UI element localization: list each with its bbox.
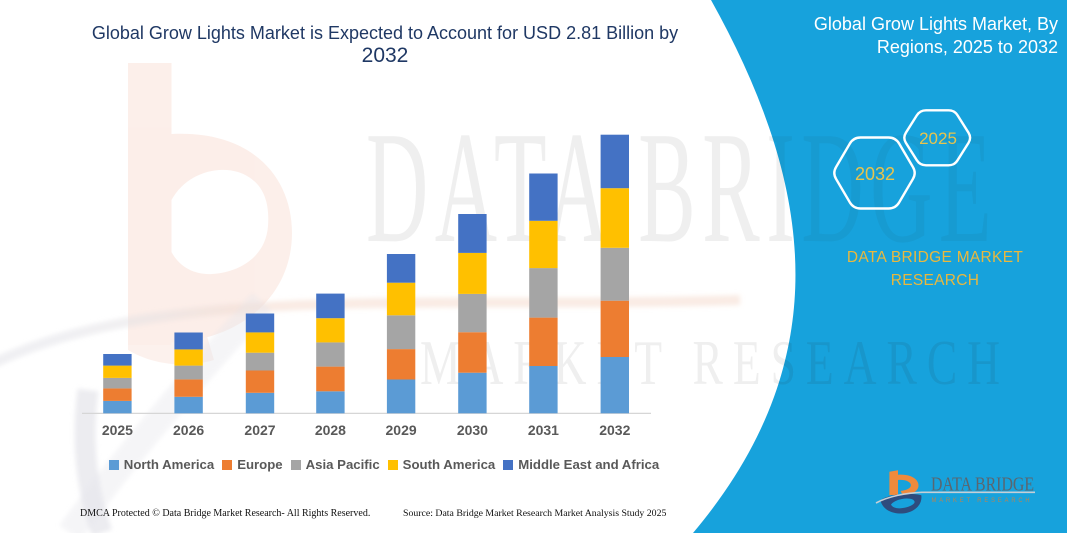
- svg-text:2032: 2032: [855, 164, 895, 184]
- svg-text:DATA BRIDGE: DATA BRIDGE: [931, 474, 1034, 496]
- svg-text:DATA BRIDGE: DATA BRIDGE: [366, 98, 998, 276]
- svg-text:MARKET RESEARCH: MARKET RESEARCH: [932, 498, 1033, 504]
- svg-text:2025: 2025: [919, 129, 957, 148]
